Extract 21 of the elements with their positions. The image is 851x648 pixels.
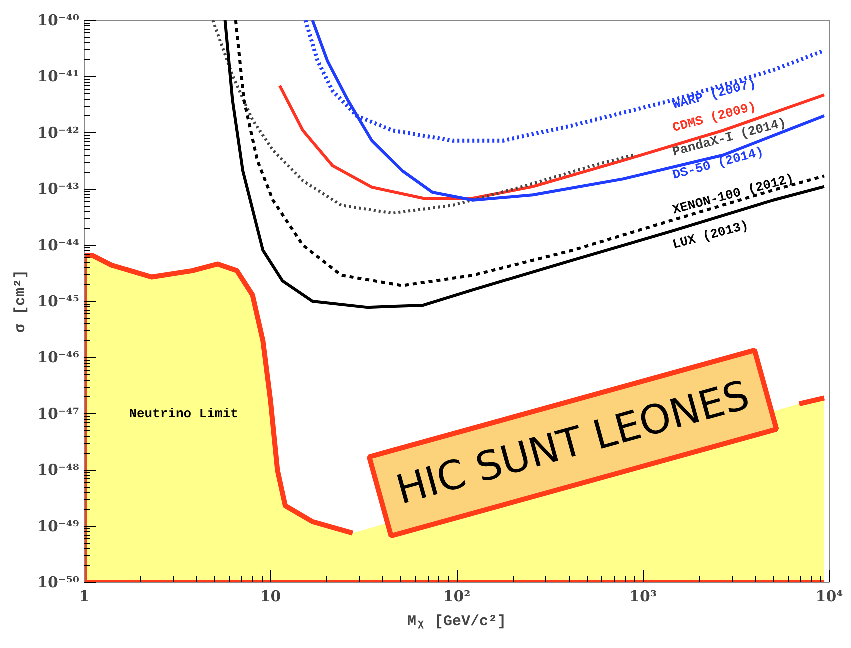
x-tick-label: 10² <box>443 588 471 606</box>
x-tick-label: 1 <box>79 588 90 606</box>
x-tick-label: 10 <box>260 588 282 606</box>
y-tick-label: 10⁻⁴⁸ <box>38 461 80 480</box>
y-tick-label: 10⁻⁴⁰ <box>38 12 80 30</box>
y-tick-label: 10⁻⁵⁰ <box>38 574 80 592</box>
annotation: HIC SUNT LEONES <box>392 372 755 514</box>
x-axis-title: Mᵪ [GeV/c²] <box>407 614 507 630</box>
y-tick-label: 10⁻⁴³ <box>38 180 80 198</box>
x-tick-label: 10³ <box>630 588 657 606</box>
y-tick-label: 10⁻⁴⁹ <box>38 517 80 536</box>
y-tick-label: 10⁻⁴⁵ <box>38 292 80 310</box>
text: LUX (2013) <box>671 218 750 253</box>
y-tick-label: 10⁻⁴² <box>38 124 80 142</box>
y-tick-label: 10⁻⁴⁷ <box>38 404 80 423</box>
x-tick-label: 10⁴ <box>816 588 844 606</box>
y-axis-title: σ [cm²] <box>12 270 30 334</box>
y-tick-label: 10⁻⁴¹ <box>38 68 80 86</box>
y-tick-label: 10⁻⁴⁴ <box>38 236 80 254</box>
y-tick-label: 10⁻⁴⁶ <box>38 348 80 367</box>
annotation: Neutrino Limit <box>129 406 238 422</box>
